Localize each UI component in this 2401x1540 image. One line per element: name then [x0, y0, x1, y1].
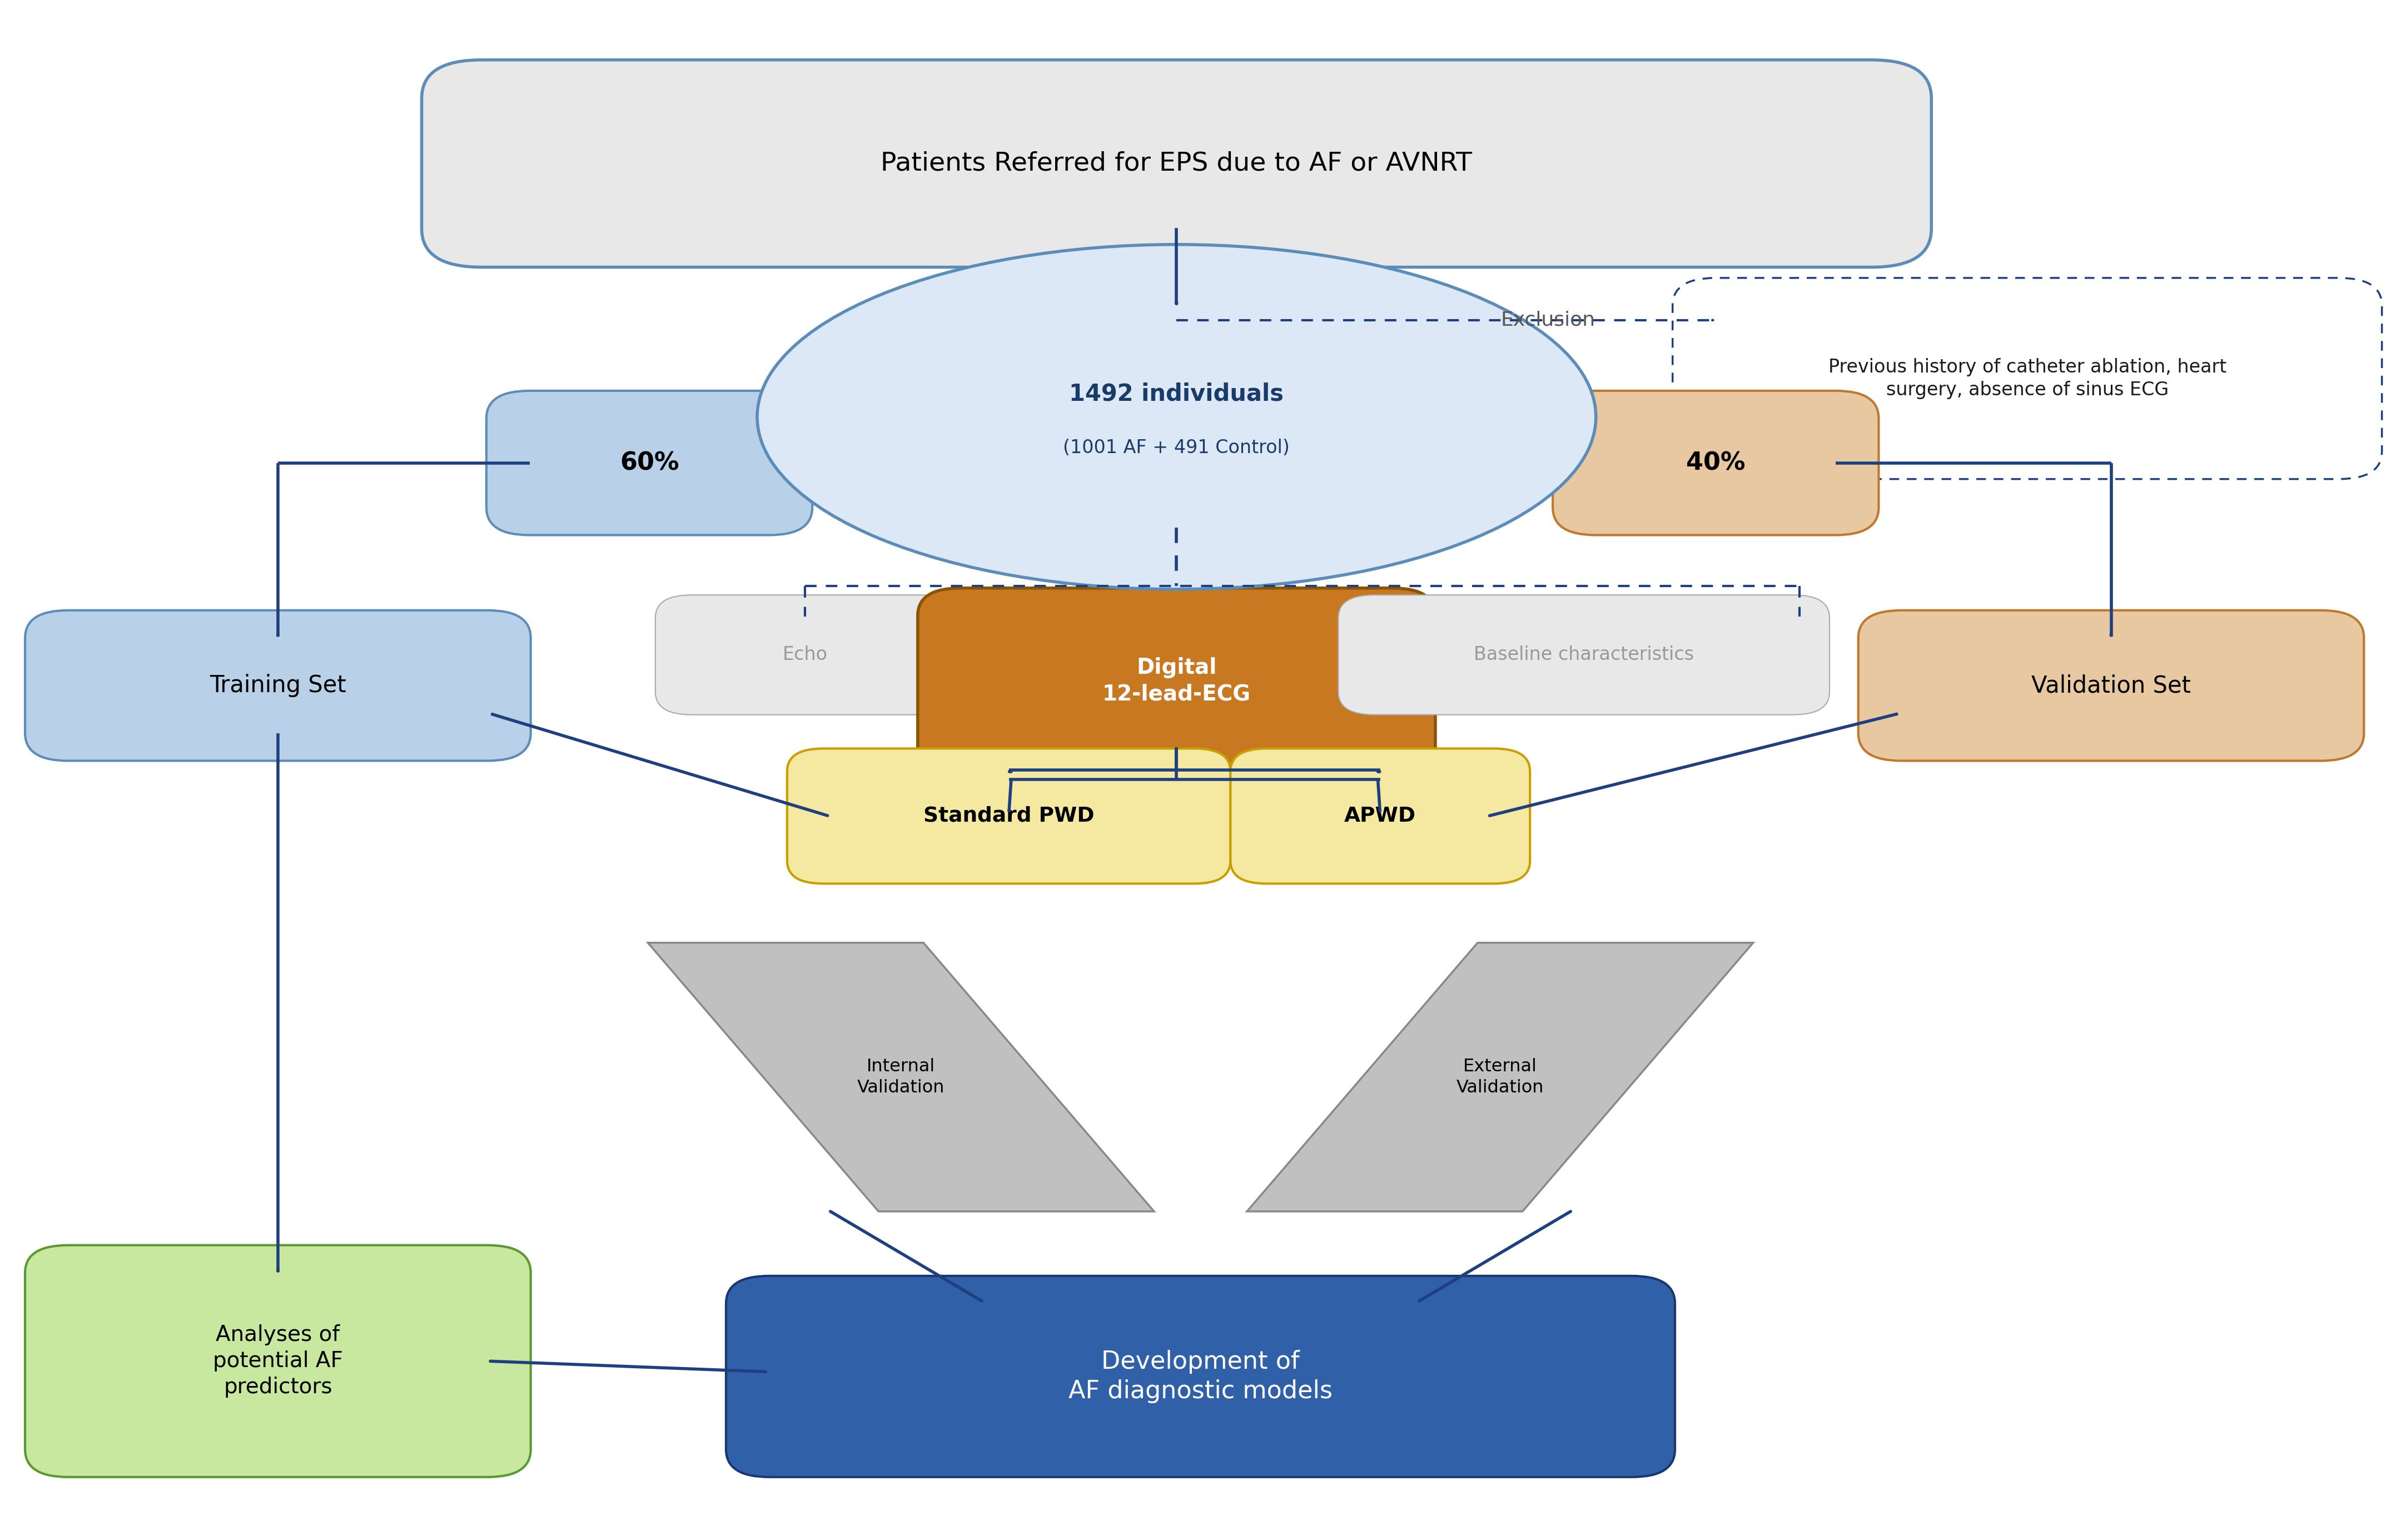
Text: Development of
AF diagnostic models: Development of AF diagnostic models: [1068, 1349, 1333, 1403]
Text: Internal
Validation: Internal Validation: [857, 1058, 944, 1096]
Text: Exclusion: Exclusion: [1501, 311, 1594, 330]
Text: Baseline characteristics: Baseline characteristics: [1474, 645, 1695, 664]
FancyBboxPatch shape: [788, 748, 1229, 884]
FancyBboxPatch shape: [655, 594, 956, 715]
Ellipse shape: [756, 245, 1597, 590]
Polygon shape: [1246, 942, 1753, 1212]
Text: APWD: APWD: [1345, 805, 1417, 825]
FancyBboxPatch shape: [1673, 277, 2382, 479]
FancyBboxPatch shape: [917, 588, 1436, 773]
Text: Previous history of catheter ablation, heart
surgery, absence of sinus ECG: Previous history of catheter ablation, h…: [1827, 357, 2226, 399]
Text: Patients Referred for EPS due to AF or AVNRT: Patients Referred for EPS due to AF or A…: [881, 151, 1472, 176]
FancyBboxPatch shape: [725, 1277, 1676, 1477]
Text: External
Validation: External Validation: [1457, 1058, 1544, 1096]
FancyBboxPatch shape: [24, 610, 531, 761]
Text: 60%: 60%: [619, 451, 679, 474]
FancyBboxPatch shape: [1337, 594, 1830, 715]
Text: 40%: 40%: [1686, 451, 1746, 474]
Text: Analyses of
potential AF
predictors: Analyses of potential AF predictors: [214, 1324, 343, 1398]
Text: Standard PWD: Standard PWD: [924, 805, 1095, 825]
Text: Digital
12-lead-ECG: Digital 12-lead-ECG: [1102, 658, 1251, 705]
Text: Echo: Echo: [783, 645, 828, 664]
Text: 1492 individuals: 1492 individuals: [1068, 382, 1285, 405]
Polygon shape: [648, 942, 1155, 1212]
FancyBboxPatch shape: [1553, 391, 1878, 534]
Text: Validation Set: Validation Set: [2031, 675, 2190, 698]
FancyBboxPatch shape: [24, 1246, 531, 1477]
FancyBboxPatch shape: [1229, 748, 1529, 884]
Text: (1001 AF + 491 Control): (1001 AF + 491 Control): [1064, 439, 1289, 457]
FancyBboxPatch shape: [423, 60, 1930, 266]
FancyBboxPatch shape: [487, 391, 812, 534]
FancyBboxPatch shape: [1858, 610, 2365, 761]
Text: Training Set: Training Set: [209, 675, 346, 698]
